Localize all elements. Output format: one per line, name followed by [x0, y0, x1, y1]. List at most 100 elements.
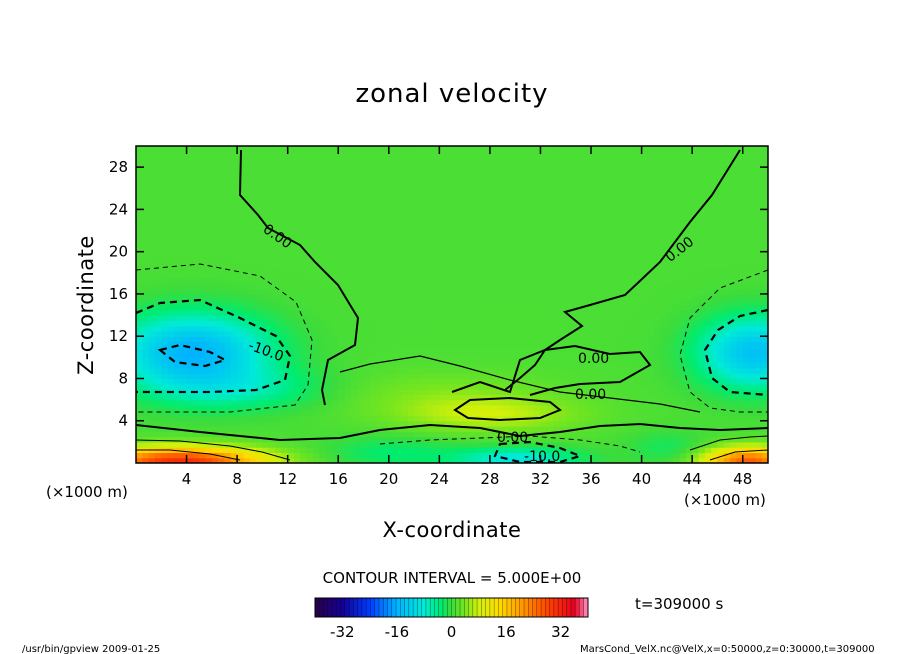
heatmap-cell	[508, 357, 516, 364]
heatmap-cell	[628, 383, 636, 390]
heatmap-cell	[660, 389, 668, 395]
heatmap-cell	[464, 357, 472, 364]
heatmap-cell	[572, 420, 579, 427]
heatmap-cell	[395, 404, 403, 411]
heatmap-cell	[521, 373, 529, 380]
heatmap-cell	[508, 188, 516, 195]
heatmap-cell	[275, 151, 282, 158]
heatmap-cell	[338, 241, 346, 247]
heatmap-cell	[376, 267, 384, 274]
heatmap-cell	[483, 389, 491, 395]
heatmap-cell	[230, 383, 238, 390]
heatmap-cell	[553, 431, 561, 438]
heatmap-cell	[211, 447, 219, 454]
heatmap-cell	[243, 246, 251, 253]
heatmap-cell	[426, 383, 434, 390]
heatmap-cell	[496, 320, 504, 327]
heatmap-cell	[256, 309, 263, 316]
heatmap-cell	[161, 399, 169, 406]
heatmap-cell	[192, 325, 200, 332]
heatmap-cell	[426, 346, 434, 353]
heatmap-cell	[306, 457, 314, 463]
heatmap-cell	[256, 346, 263, 353]
heatmap-cell	[502, 262, 510, 269]
heatmap-cell	[224, 341, 232, 348]
heatmap-cell	[350, 193, 358, 200]
heatmap-cell	[382, 156, 390, 163]
heatmap-cell	[407, 198, 415, 205]
heatmap-cell	[628, 161, 636, 168]
heatmap-cell	[136, 367, 143, 374]
heatmap-cell	[395, 325, 403, 332]
heatmap-cell	[363, 383, 371, 390]
heatmap-cell	[439, 146, 447, 152]
heatmap-cell	[319, 426, 327, 432]
heatmap-cell	[142, 172, 150, 179]
heatmap-cell	[534, 288, 542, 295]
heatmap-cell	[546, 156, 554, 163]
heatmap-cell	[161, 182, 169, 189]
heatmap-cell	[357, 315, 365, 321]
heatmap-cell	[439, 299, 447, 306]
heatmap-cell	[256, 420, 263, 427]
heatmap-cell	[136, 151, 143, 158]
heatmap-cell	[243, 362, 251, 369]
heatmap-cell	[268, 394, 276, 401]
heatmap-cell	[641, 251, 649, 258]
heatmap-cell	[388, 204, 396, 210]
heatmap-cell	[477, 383, 485, 390]
heatmap-cell	[211, 341, 219, 348]
heatmap-cell	[186, 267, 194, 274]
heatmap-cell	[635, 177, 643, 184]
heatmap-cell	[161, 373, 169, 380]
heatmap-cell	[489, 272, 497, 279]
heatmap-cell	[306, 262, 314, 269]
heatmap-cell	[148, 357, 156, 364]
heatmap-cell	[180, 283, 188, 290]
heatmap-cell	[496, 288, 504, 295]
heatmap-cell	[237, 198, 245, 205]
heatmap-cell	[142, 394, 150, 401]
heatmap-cell	[521, 267, 529, 274]
heatmap-cell	[553, 182, 561, 189]
heatmap-cell	[224, 404, 232, 411]
heatmap-cell	[616, 146, 624, 152]
heatmap-cell	[224, 151, 232, 158]
heatmap-cell	[407, 415, 415, 422]
heatmap-cell	[439, 262, 447, 269]
heatmap-cell	[420, 209, 428, 216]
heatmap-cell	[559, 246, 567, 253]
heatmap-cell	[572, 256, 579, 263]
heatmap-cell	[338, 394, 346, 401]
heatmap-cell	[635, 151, 643, 158]
heatmap-cell	[641, 262, 649, 269]
heatmap-cell	[508, 309, 516, 316]
heatmap-cell	[407, 325, 415, 332]
heatmap-cell	[578, 357, 586, 364]
heatmap-cell	[148, 404, 156, 411]
heatmap-cell	[470, 426, 478, 432]
heatmap-cell	[388, 389, 396, 395]
heatmap-cell	[546, 161, 554, 168]
heatmap-cell	[534, 410, 542, 417]
heatmap-cell	[369, 399, 377, 406]
heatmap-cell	[161, 325, 169, 332]
heatmap-cell	[363, 362, 371, 369]
heatmap-cell	[565, 457, 573, 463]
heatmap-cell	[281, 315, 289, 321]
heatmap-cell	[325, 167, 333, 174]
heatmap-cell	[553, 378, 561, 385]
heatmap-cell	[464, 151, 472, 158]
heatmap-cell	[635, 383, 643, 390]
heatmap-cell	[154, 362, 162, 369]
heatmap-cell	[331, 288, 339, 295]
heatmap-cell	[502, 420, 510, 427]
heatmap-cell	[142, 441, 150, 448]
heatmap-cell	[249, 410, 257, 417]
heatmap-cell	[275, 299, 282, 306]
heatmap-cell	[515, 315, 523, 321]
heatmap-cell	[306, 341, 314, 348]
heatmap-cell	[369, 156, 377, 163]
heatmap-cell	[338, 256, 346, 263]
heatmap-cell	[357, 426, 365, 432]
